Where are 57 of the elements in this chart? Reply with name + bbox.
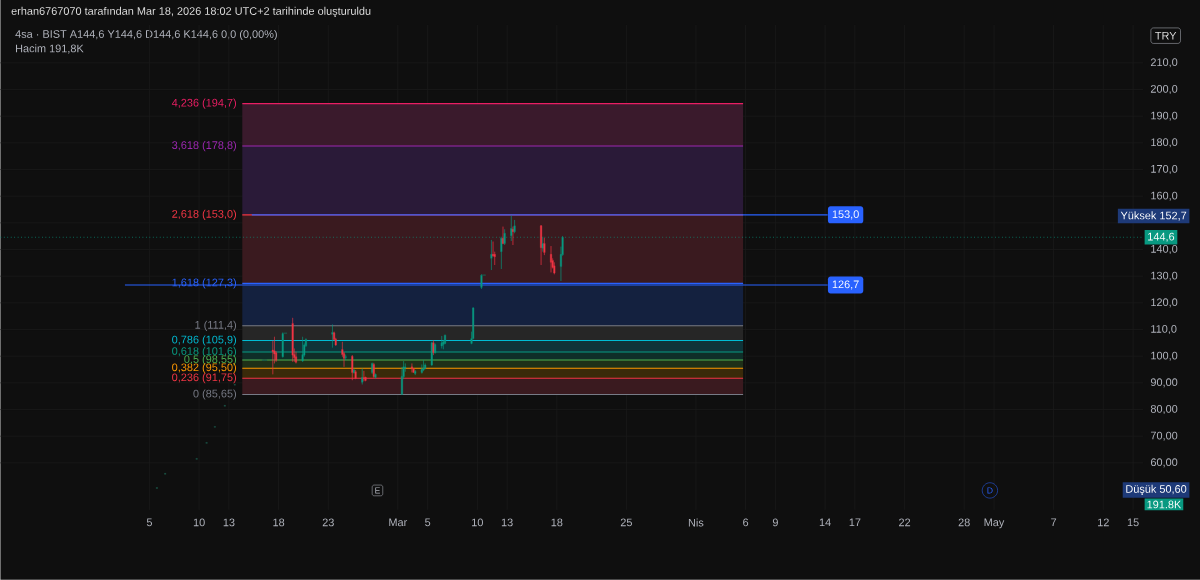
ref-line-label: 153,0 — [832, 210, 859, 220]
y-tick-label: 210,0 — [1150, 58, 1178, 68]
y-tick-label: 70,00 — [1150, 431, 1178, 441]
ref-line-label: 1,618 (127,3) — [172, 278, 237, 289]
x-tick-label: 9 — [772, 518, 778, 527]
text: 191.8K — [1147, 500, 1182, 509]
x-tick-label: Nis — [688, 518, 704, 527]
y-tick-label: 190,0 — [1151, 111, 1178, 121]
chart-subtitle: 4sa · BIST A144,6 Y144,6 D144,6 K144,6 0,0 (0,00%) — [15, 29, 277, 41]
annotation: D — [987, 487, 993, 494]
x-tick-label: 5 — [146, 518, 153, 527]
y-tick-label: 120,0 — [1151, 298, 1178, 308]
x-tick-label: 14 — [819, 518, 831, 527]
y-tick-label: 110,0 — [1151, 325, 1177, 335]
x-tick-label: 17 — [849, 518, 861, 527]
ref-line-label: 4,236 (194,7) — [171, 98, 237, 109]
y-tick-label: 90,00 — [1150, 378, 1178, 388]
text: TRY — [1155, 32, 1177, 40]
annotation: E — [375, 487, 380, 494]
x-tick-label: 7 — [1051, 518, 1057, 527]
y-tick-label: 60,00 — [1150, 458, 1178, 468]
x-tick-label: 13 — [223, 518, 235, 527]
annotation: Düşük 50,60 — [1126, 484, 1187, 496]
ref-line-label: 2,618 (153,0) — [172, 209, 237, 221]
annotation: Hacim 191,8K — [16, 44, 84, 54]
y-tick-label: 180,0 — [1151, 138, 1178, 148]
y-tick-label: 140,0 — [1151, 245, 1178, 255]
x-tick-label: 22 — [899, 518, 911, 527]
x-tick-label: 28 — [958, 518, 970, 527]
x-tick-label: 18 — [551, 518, 563, 527]
x-tick-label: 6 — [743, 518, 749, 527]
ref-line-label: 0,786 (105,9) — [172, 335, 237, 346]
y-tick-label: 170,0 — [1151, 165, 1178, 175]
x-tick-label: 23 — [322, 518, 334, 527]
y-tick-label: 160,0 — [1151, 191, 1178, 201]
x-tick-label: 10 — [193, 518, 205, 527]
x-tick-label: 15 — [1127, 518, 1139, 527]
x-tick-label: 13 — [501, 518, 513, 527]
y-tick-label: 80,00 — [1150, 405, 1178, 415]
ref-line-label: 126,7 — [832, 280, 859, 290]
ref-line-label: 3,618 (178,8) — [172, 141, 237, 152]
x-tick-label: May — [984, 518, 1005, 529]
ref-line-label: 1 (111,4) — [195, 320, 237, 331]
x-tick-label: 25 — [620, 518, 632, 527]
chart-title: erhan6767070 tarafından Mar 18, 2026 18:02 UTC+2 tarihinde oluşturuldu — [11, 6, 371, 18]
y-tick-label: 100,0 — [1151, 351, 1178, 361]
y-tick-label: 130,0 — [1151, 271, 1178, 281]
ref-line-label: 0 (85,65) — [193, 389, 237, 400]
ref-line-label: 0,236 (91,75) — [172, 373, 237, 384]
x-tick-label: Mar — [389, 518, 408, 527]
annotation: Yüksek 152,7 — [1120, 211, 1187, 221]
ref-line-label: 144,6 — [1148, 232, 1175, 242]
x-tick-label: 12 — [1098, 518, 1109, 527]
y-tick-label: 200,0 — [1150, 85, 1178, 95]
x-tick-label: 18 — [273, 518, 285, 527]
x-tick-label: 10 — [472, 518, 483, 527]
x-tick-label: 5 — [425, 518, 431, 527]
